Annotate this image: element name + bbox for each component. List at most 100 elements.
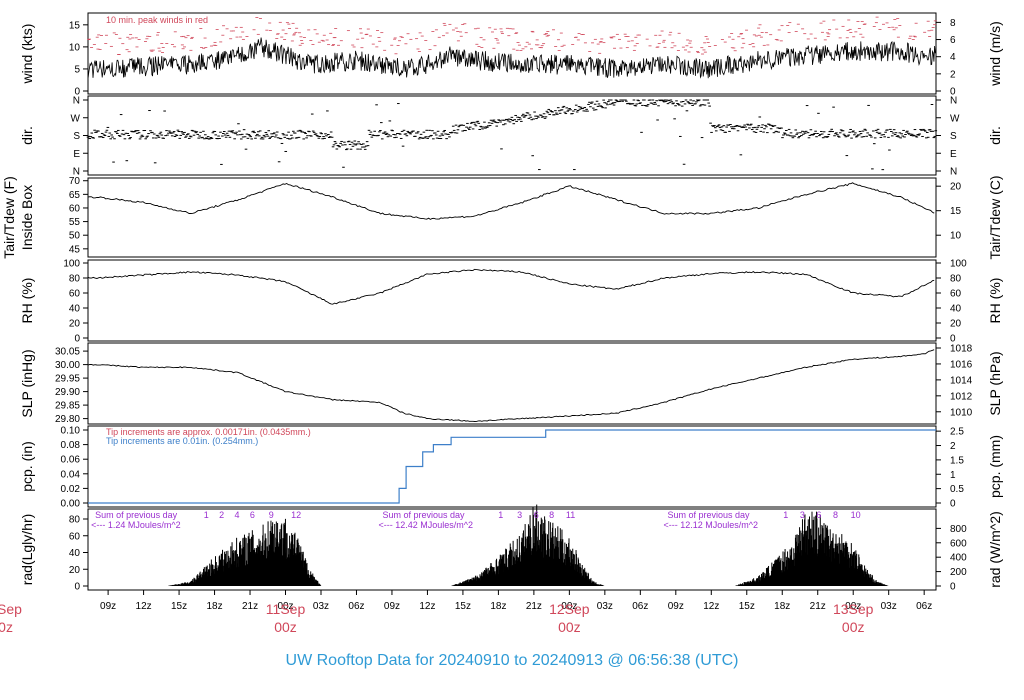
ytick-right-label-rh: 60 bbox=[950, 289, 962, 300]
ytick-label-dir: W bbox=[71, 113, 81, 124]
ytick-right-label-pcp: 2 bbox=[950, 441, 956, 452]
xtick-label: 00z bbox=[561, 601, 577, 612]
ytick-label-pcp: 0.10 bbox=[61, 426, 81, 437]
panel-frame-temp bbox=[87, 177, 937, 258]
ytick-label-rh: 40 bbox=[69, 304, 81, 315]
ytick-label-rad: 40 bbox=[69, 548, 81, 559]
xtick-label: 12z bbox=[419, 601, 435, 612]
ytick-label-temp: 60 bbox=[69, 203, 81, 214]
xtick-label: 09z bbox=[100, 601, 116, 612]
ytick-label-dir: S bbox=[73, 131, 80, 142]
wind-peak-note: 10 min. peak winds in red bbox=[106, 15, 208, 25]
date-sub-label: 00z bbox=[842, 619, 865, 635]
ytick-label-temp: 65 bbox=[69, 190, 81, 201]
ytick-label-dir: N bbox=[73, 167, 80, 178]
ylabel-right-slp: SLP (hPa) bbox=[987, 351, 1003, 415]
xtick-label: 03z bbox=[597, 601, 613, 612]
ytick-right-label-dir: N bbox=[950, 96, 957, 107]
ytick-right-label-rh: 0 bbox=[950, 334, 956, 345]
ytick-label-temp: 50 bbox=[69, 231, 81, 242]
rad-hour-marker: 3 bbox=[517, 510, 522, 520]
ytick-label-rh: 80 bbox=[69, 274, 81, 285]
ytick-label-slp: 30.00 bbox=[55, 360, 80, 371]
ytick-label-rad: 0 bbox=[74, 582, 80, 593]
ytick-label-slp: 30.05 bbox=[55, 347, 80, 358]
ytick-label-rad: 20 bbox=[69, 565, 81, 576]
ytick-right-label-pcp: 0 bbox=[950, 499, 956, 510]
pcp-note-blue: Tip increments are 0.01in. (0.254mm.) bbox=[106, 436, 258, 446]
rad-hour-marker: 4 bbox=[235, 510, 240, 520]
date-sub-label: 00z bbox=[558, 619, 581, 635]
rad-hour-marker: 11 bbox=[566, 510, 575, 520]
rad-hour-marker: 12 bbox=[291, 510, 301, 520]
temp-series-line bbox=[87, 182, 935, 220]
ytick-label-rad: 60 bbox=[69, 531, 81, 542]
ytick-label-pcp: 0.02 bbox=[61, 484, 81, 495]
chart-title: UW Rooftop Data for 20240910 to 20240913… bbox=[286, 652, 739, 669]
rad-sum-label: Sum of previous day bbox=[95, 510, 178, 520]
ytick-right-label-wind: 0 bbox=[950, 87, 956, 98]
ytick-right-label-dir: W bbox=[950, 113, 960, 124]
ytick-label-wind: 5 bbox=[74, 64, 80, 75]
panel-frame-pcp bbox=[87, 425, 937, 508]
rad-sum-value: <--- 12.12 MJoules/m^2 bbox=[664, 520, 759, 530]
ytick-right-label-temp: 15 bbox=[950, 206, 962, 217]
panel-frame-rad bbox=[87, 508, 937, 591]
rad-hour-marker: 8 bbox=[833, 510, 838, 520]
ytick-label-wind: 10 bbox=[69, 42, 81, 53]
ytick-label-temp: 55 bbox=[69, 217, 81, 228]
ylabel-rad: rad(Lgly/hr) bbox=[19, 514, 35, 586]
date-sub-label: 00z bbox=[0, 619, 13, 635]
ytick-label-dir: E bbox=[73, 149, 80, 160]
ytick-right-label-rh: 40 bbox=[950, 304, 962, 315]
ytick-label-rad: 80 bbox=[69, 515, 81, 526]
rad-hour-marker: 6 bbox=[250, 510, 255, 520]
rad-hour-marker: 3 bbox=[800, 510, 805, 520]
xtick-label: 12z bbox=[703, 601, 719, 612]
rad-sum-label: Sum of previous day bbox=[382, 510, 465, 520]
ylabel-dir: dir. bbox=[19, 126, 35, 145]
ytick-right-label-dir: S bbox=[950, 131, 957, 142]
date-label: 10Sep bbox=[0, 601, 22, 617]
ytick-label-slp: 29.80 bbox=[55, 414, 80, 425]
ytick-right-label-slp: 1018 bbox=[950, 343, 973, 354]
xtick-label: 03z bbox=[313, 601, 329, 612]
ylabel-right-rad: rad (W/m^2) bbox=[987, 511, 1003, 588]
xtick-label: 12z bbox=[136, 601, 152, 612]
pcp-series-line bbox=[88, 429, 936, 504]
xtick-label: 15z bbox=[455, 601, 471, 612]
xtick-label: 09z bbox=[384, 601, 400, 612]
xtick-label: 15z bbox=[171, 601, 187, 612]
ytick-right-label-slp: 1010 bbox=[950, 407, 973, 418]
rad-hour-marker: 6 bbox=[534, 510, 539, 520]
ylabel-temp: Inside Box bbox=[19, 185, 35, 250]
xtick-label: 15z bbox=[739, 601, 755, 612]
wind-series-line bbox=[87, 37, 936, 79]
xtick-label: 09z bbox=[668, 601, 684, 612]
ylabel-right-dir: dir. bbox=[987, 126, 1003, 145]
panel-frame-wind bbox=[87, 12, 937, 95]
ytick-right-label-slp: 1014 bbox=[950, 375, 973, 386]
ytick-right-label-rad: 800 bbox=[950, 524, 967, 535]
ytick-label-pcp: 0.06 bbox=[61, 455, 81, 466]
ytick-label-rh: 60 bbox=[69, 289, 81, 300]
ytick-label-pcp: 0.08 bbox=[61, 440, 81, 451]
rad-hour-marker: 1 bbox=[498, 510, 503, 520]
ytick-label-temp: 70 bbox=[69, 176, 81, 187]
ytick-label-rh: 0 bbox=[74, 334, 80, 345]
ylabel-pcp: pcp. (in) bbox=[19, 441, 35, 492]
ytick-label-slp: 29.90 bbox=[55, 387, 80, 398]
rad-sum-label: Sum of previous day bbox=[668, 510, 751, 520]
rad-hour-marker: 1 bbox=[783, 510, 788, 520]
xtick-label: 03z bbox=[881, 601, 897, 612]
ytick-label-wind: 0 bbox=[74, 87, 80, 98]
panel-frame-rh bbox=[87, 259, 937, 342]
rad-sum-value: <--- 1.24 MJoules/m^2 bbox=[91, 520, 181, 530]
rad-hour-marker: 1 bbox=[204, 510, 209, 520]
xtick-label: 00z bbox=[277, 601, 293, 612]
ytick-label-rh: 20 bbox=[69, 319, 81, 330]
ylabel-right-temp: Tair/Tdew (C) bbox=[987, 175, 1003, 259]
ytick-label-pcp: 0.04 bbox=[61, 469, 81, 480]
rad-hour-marker: 2 bbox=[219, 510, 224, 520]
